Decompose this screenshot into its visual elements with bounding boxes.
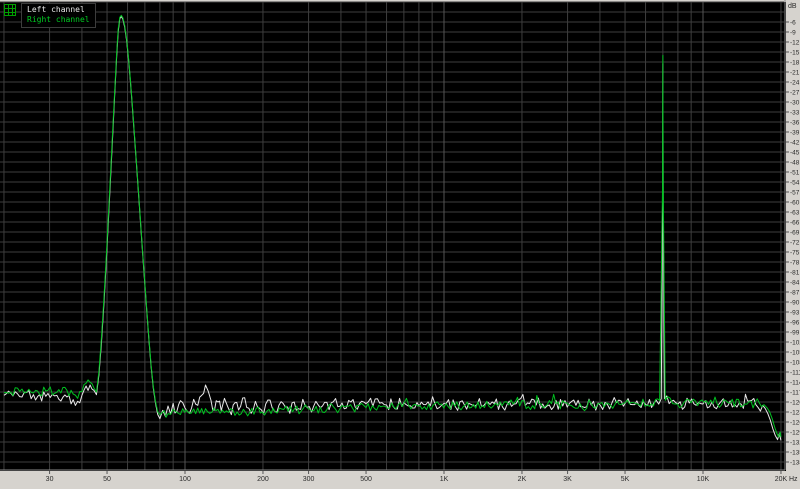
top-edge: [0, 0, 800, 2]
y-tick-label: -51: [790, 170, 800, 177]
y-tick-label: -102: [790, 340, 800, 347]
y-tick-label: -42: [790, 140, 800, 147]
y-tick-label: -45: [790, 150, 800, 157]
x-tick-label: 200: [257, 476, 269, 483]
x-axis-unit: Hz: [789, 476, 798, 483]
y-tick-label: -60: [790, 200, 800, 207]
y-tick-label: -114: [790, 380, 800, 387]
y-tick-label: -126: [790, 420, 800, 427]
y-tick-label: -75: [790, 250, 800, 257]
y-tick-label: -123: [790, 410, 800, 417]
y-tick-label: -111: [790, 370, 800, 377]
x-tick-label: 3K: [563, 476, 572, 483]
x-tick-label: 20K: [775, 476, 788, 483]
y-tick-label: -6: [790, 20, 796, 27]
y-tick-label: -78: [790, 260, 800, 267]
y-tick-label: -18: [790, 60, 800, 67]
y-tick-label: -117: [790, 390, 800, 397]
y-tick-label: -81: [790, 270, 800, 277]
x-tick-label: 10K: [697, 476, 710, 483]
y-tick-label: -63: [790, 210, 800, 217]
x-tick-label: 50: [103, 476, 111, 483]
y-tick-label: -138: [790, 460, 800, 467]
x-tick-label: 1K: [440, 476, 449, 483]
right-margin: [786, 0, 800, 489]
x-tick-label: 5K: [621, 476, 630, 483]
y-axis-unit: dB: [788, 3, 797, 10]
y-tick-label: -24: [790, 80, 800, 87]
y-tick-label: -84: [790, 280, 800, 287]
y-tick-label: -27: [790, 90, 800, 97]
x-tick-label: 2K: [518, 476, 527, 483]
trace-right-channel: [3, 14, 782, 438]
y-tick-label: -129: [790, 430, 800, 437]
legend-item-left-channel[interactable]: Left channel: [27, 5, 85, 14]
y-tick-label: -39: [790, 130, 800, 137]
legend-item-right-channel[interactable]: Right channel: [27, 15, 90, 24]
y-tick-label: -105: [790, 350, 800, 357]
y-tick-label: -99: [790, 330, 800, 337]
y-tick-label: -132: [790, 440, 800, 447]
x-tick-label: 30: [46, 476, 54, 483]
y-tick-label: -15: [790, 50, 800, 57]
y-tick-label: -30: [790, 100, 800, 107]
y-tick-label: -108: [790, 360, 800, 367]
y-tick-label: -33: [790, 110, 800, 117]
legend: Left channel Right channel: [21, 3, 96, 28]
y-tick-label: -135: [790, 450, 800, 457]
y-tick-label: -96: [790, 320, 800, 327]
y-tick-label: -9: [790, 30, 796, 37]
y-tick-label: -36: [790, 120, 800, 127]
x-tick-label: 300: [303, 476, 315, 483]
y-tick-label: -90: [790, 300, 800, 307]
y-tick-label: -12: [790, 40, 800, 47]
y-tick-label: -21: [790, 70, 800, 77]
y-tick-label: -69: [790, 230, 800, 237]
y-tick-label: -54: [790, 180, 800, 187]
x-tick-label: 100: [179, 476, 191, 483]
y-tick-label: -93: [790, 310, 800, 317]
x-tick-label: 500: [360, 476, 372, 483]
y-tick-label: -57: [790, 190, 800, 197]
y-tick-label: -66: [790, 220, 800, 227]
y-tick-label: -72: [790, 240, 800, 247]
y-tick-label: -87: [790, 290, 800, 297]
y-tick-label: -48: [790, 160, 800, 167]
bottom-margin: [0, 471, 786, 489]
grid-icon[interactable]: [2, 2, 18, 18]
y-tick-label: -120: [790, 400, 800, 407]
